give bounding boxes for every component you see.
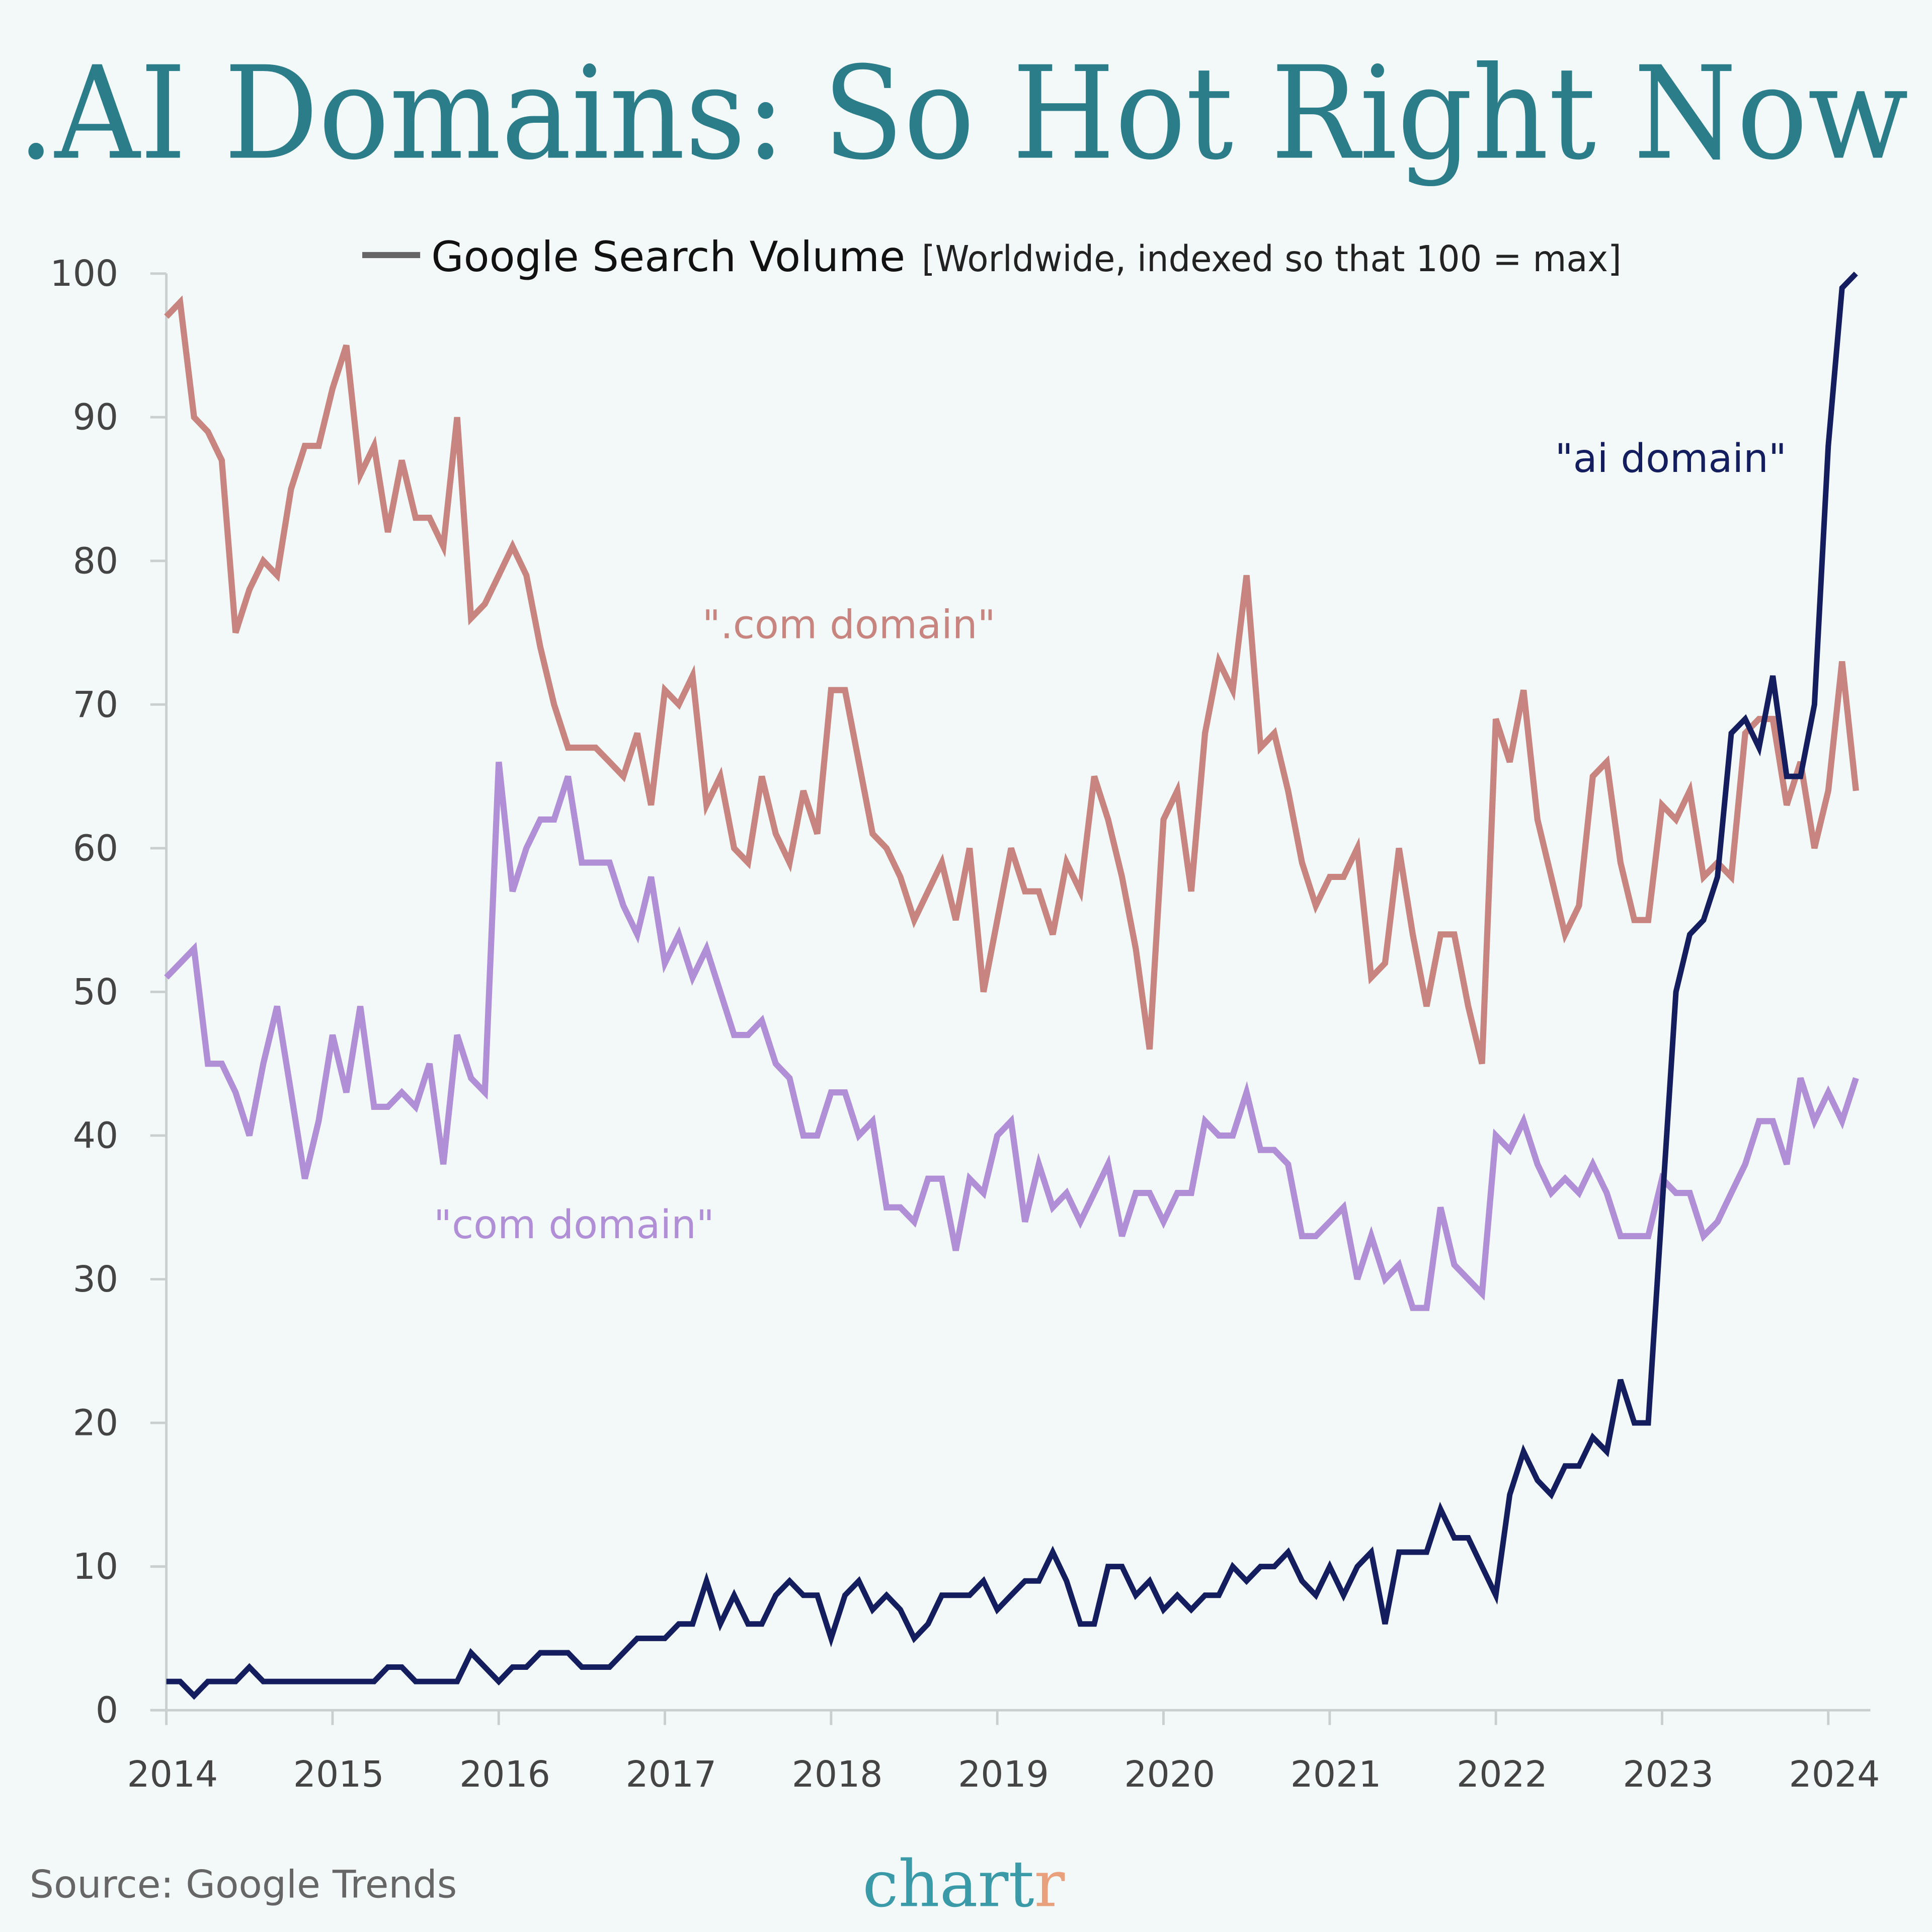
series-label-com-domain: "com domain": [434, 1202, 714, 1248]
logo-main: chart: [862, 1847, 1034, 1922]
x-tick-label: 2023: [1623, 1753, 1714, 1795]
x-tick-label: 2017: [625, 1753, 716, 1795]
y-tick-label: 40: [73, 1114, 118, 1156]
x-tick-label: 2021: [1291, 1753, 1382, 1795]
y-tick-label: 70: [73, 684, 118, 726]
x-tick-label: 2018: [792, 1753, 883, 1795]
x-tick-label: 2016: [459, 1753, 550, 1795]
y-tick-label: 100: [50, 253, 119, 294]
series-label-dotcom-domain: ".com domain": [702, 602, 996, 648]
legend-label: Google Search Volume: [431, 232, 905, 281]
y-tick-label: 20: [73, 1402, 118, 1444]
y-tick-label: 80: [73, 540, 118, 582]
chartr-logo: chartr: [862, 1847, 1065, 1922]
series-lines: [164, 271, 1859, 1700]
axes: 0 10 20 30 40 50 60 70 80 90 100 2014 2015 2016 2017 20…: [50, 253, 1880, 1795]
y-tick-label: 30: [73, 1258, 118, 1300]
y-tick-label: 10: [73, 1546, 118, 1587]
y-tick-label: 60: [73, 827, 118, 869]
source-note: Source: Google Trends: [30, 1862, 457, 1906]
x-tick-label: 2020: [1124, 1753, 1215, 1795]
series-label-ai-domain: "ai domain": [1555, 436, 1787, 481]
legend-note: [Worldwide, indexed so that 100 = max]: [922, 238, 1622, 280]
y-tick-label: 0: [96, 1689, 118, 1731]
chart-title: .AI Domains: So Hot Right Now: [17, 39, 1908, 188]
x-tick-label: 2022: [1457, 1753, 1548, 1795]
y-tick-label: 90: [73, 396, 118, 438]
x-tick-label: 2019: [958, 1753, 1049, 1795]
logo-accent: r: [1034, 1847, 1065, 1922]
series-dotcom-domain-line: [164, 295, 1859, 1065]
x-tick-label: 2024: [1789, 1753, 1880, 1795]
y-tick-label: 50: [73, 971, 118, 1013]
x-tick-label: 2014: [127, 1753, 218, 1795]
series-com-domain-line: [164, 761, 1859, 1311]
series-ai-domain-line: [166, 271, 1858, 1700]
x-tick-label: 2015: [293, 1753, 384, 1795]
